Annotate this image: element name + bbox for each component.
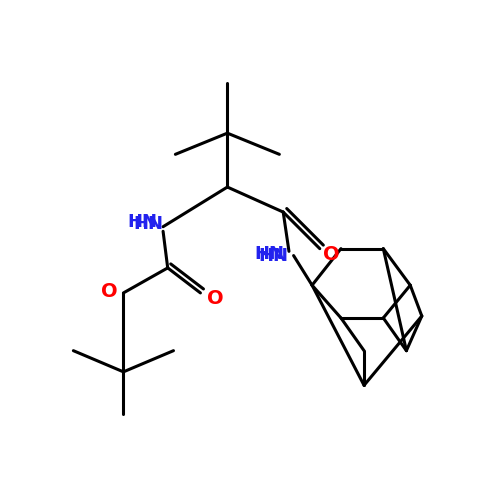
Text: O: O <box>323 245 340 264</box>
Text: HN: HN <box>258 248 288 266</box>
Text: O: O <box>101 282 117 302</box>
Text: HN: HN <box>254 244 284 262</box>
Text: HN: HN <box>128 214 158 232</box>
Text: HN: HN <box>134 214 164 232</box>
Text: O: O <box>206 289 224 308</box>
